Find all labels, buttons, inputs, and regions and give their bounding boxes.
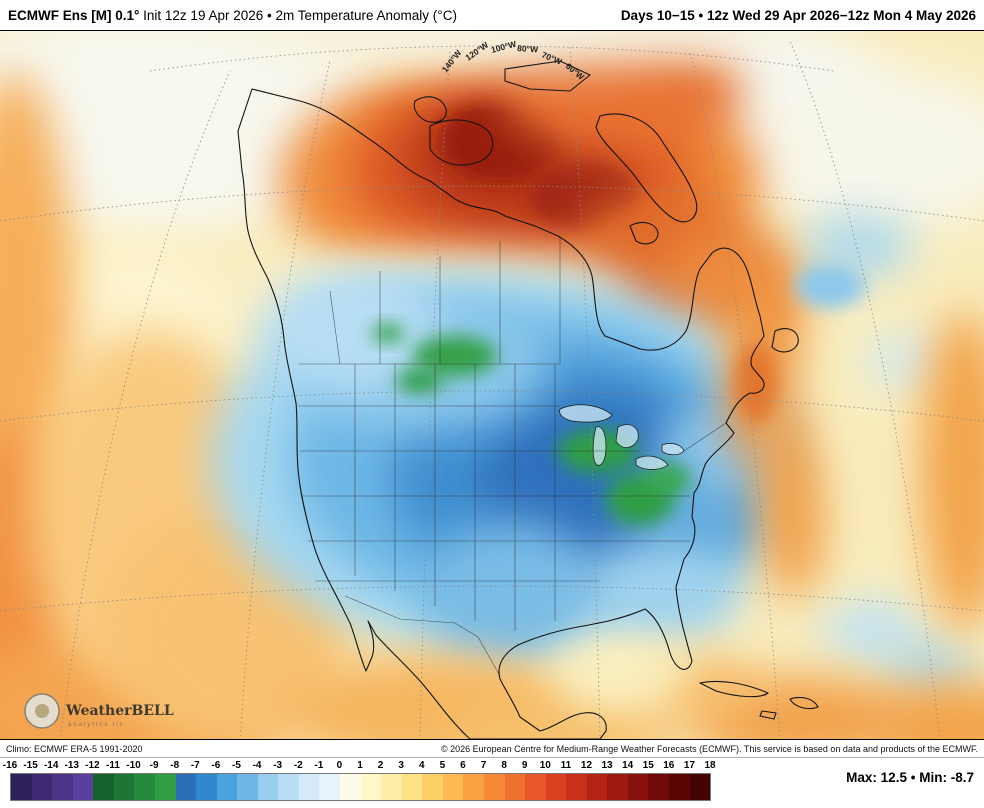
min-value: -8.7 [950, 770, 974, 785]
colorbar-cell [278, 774, 299, 800]
colorbar-cell [196, 774, 217, 800]
colorbar-cell [669, 774, 690, 800]
colorbar-cell [257, 774, 279, 800]
colorbar-tick: -9 [149, 760, 159, 771]
colorbar-tick: -2 [293, 760, 303, 771]
graticule-label: 80°W [517, 43, 539, 55]
product-title: ECMWF Ens [M] 0.1° Init 12z 19 Apr 2026 … [8, 8, 457, 23]
colorbar-tick: -11 [105, 760, 120, 771]
colorbar-tick: 7 [480, 760, 487, 771]
colorbar-tick: -13 [64, 760, 79, 771]
product-details: Init 12z 19 Apr 2026 • 2m Temperature An… [139, 7, 457, 23]
colorbar-cell [545, 774, 567, 800]
colorbar-tick: -7 [190, 760, 200, 771]
attribution-bar: Climo: ECMWF ERA-5 1991-2020 © 2026 Euro… [0, 740, 984, 758]
colorbar-cell [586, 774, 608, 800]
colorbar-tick: -14 [43, 760, 59, 771]
min-label: Min: [919, 770, 947, 785]
colorbar-tick: -10 [126, 760, 141, 771]
colorbar-cell [504, 774, 526, 800]
colorbar-tick: -4 [252, 760, 262, 771]
colorbar-tick: 6 [460, 760, 466, 771]
colorbar-ticks: -16 -15 -14 -13 -12 -11 -10 -9 -8 -7 -6 -5 -4 -3 -2 -1 0… [3, 758, 716, 773]
colorbar-cell [93, 774, 114, 800]
header-bar: ECMWF Ens [M] 0.1° Init 12z 19 Apr 2026 … [0, 0, 984, 30]
weatherbell-logo: WeatherBELL analytics llc [24, 693, 174, 729]
colorbar-tick: 1 [357, 760, 363, 771]
colorbar-cell [525, 774, 546, 800]
valid-range: Days 10−15 • 12z Wed 29 Apr 2026−12z Mon… [620, 7, 976, 23]
colorbar-cell [442, 774, 464, 800]
colorbar-tick: 17 [683, 760, 695, 771]
colorbar-cell [52, 774, 73, 800]
colorbar-cell [319, 774, 340, 800]
colorbar-cell [154, 774, 176, 800]
anomaly-field [0, 31, 984, 739]
colorbar-tick: -5 [232, 760, 241, 771]
colorbar-tick: 18 [704, 760, 716, 771]
minmax-stats: Max: 12.5 • Min: -8.7 [846, 770, 974, 785]
colorbar-tick: -6 [211, 760, 221, 771]
weatherbell-logo-subtitle: analytics llc [68, 722, 125, 728]
colorbar-tick: -12 [85, 760, 100, 771]
colorbar-tick: 9 [521, 760, 528, 771]
colorbar-tick: -3 [273, 760, 283, 771]
colorbar-tick: 11 [560, 760, 572, 771]
max-label: Max: [846, 770, 877, 785]
colorbar-cell [360, 774, 382, 800]
colorbar-tick: 3 [398, 760, 404, 771]
colorbar-tick: 14 [622, 760, 634, 771]
weatherbell-logo-title: WeatherBELL [65, 703, 174, 719]
colorbar-cell [340, 774, 361, 800]
colorbar-tick: 8 [501, 760, 507, 771]
colorbar-cell [31, 774, 53, 800]
map-canvas: 140°W 120°W 100°W 80°W 70°W 60°W Weather… [0, 31, 984, 739]
colorbar-cell [113, 774, 135, 800]
colorbar-cell [689, 774, 711, 800]
copyright-note: © 2026 European Centre for Medium-Range … [440, 743, 978, 754]
colorbar-cell [11, 774, 32, 800]
colorbar-cell [422, 774, 443, 800]
colorbar-section: -16 -15 -14 -13 -12 -11 -10 -9 -8 -7 -6 -5 -4 -3 -2 -1 0… [0, 758, 984, 808]
colorbar-cell [237, 774, 258, 800]
colorbar-cells [10, 773, 711, 801]
colorbar-cell [298, 774, 320, 800]
colorbar-tick: 15 [642, 760, 654, 771]
colorbar-tick: 16 [663, 760, 675, 771]
colorbar-tick: 5 [439, 760, 446, 771]
colorbar-cell [627, 774, 649, 800]
colorbar-cell [566, 774, 587, 800]
colorbar-tick: -16 [2, 760, 18, 771]
colorbar-tick: -15 [23, 760, 38, 771]
colorbar-tick: 13 [601, 760, 613, 771]
colorbar-tick: 4 [418, 760, 425, 771]
climo-note: Climo: ECMWF ERA-5 1991-2020 [6, 743, 143, 754]
coastlines [237, 60, 819, 739]
colorbar-cell [216, 774, 238, 800]
colorbar-tick: -8 [170, 760, 180, 771]
colorbar-cell [463, 774, 484, 800]
colorbar-cell [483, 774, 505, 800]
colorbar-cell [648, 774, 669, 800]
colorbar-cell [175, 774, 197, 800]
product-name: ECMWF Ens [M] 0.1° [8, 7, 140, 23]
colorbar-tick: 2 [377, 760, 384, 771]
colorbar-cell [381, 774, 402, 800]
colorbar-tick: 10 [539, 760, 551, 771]
colorbar-cell [401, 774, 423, 800]
max-value: 12.5 [880, 770, 907, 785]
colorbar-tick: -1 [314, 760, 324, 771]
colorbar-cell [72, 774, 94, 800]
graticule-lines [0, 40, 984, 739]
colorbar-tick: 12 [580, 760, 593, 771]
borders [298, 236, 727, 677]
colorbar-cell [607, 774, 628, 800]
great-lakes [559, 404, 685, 470]
weatherbell-logo-emblem [35, 704, 49, 718]
colorbar-tick: 0 [336, 760, 343, 771]
colorbar-cell [134, 774, 155, 800]
map-container: 140°W 120°W 100°W 80°W 70°W 60°W Weather… [0, 30, 984, 740]
stats-separator: • [910, 770, 916, 785]
